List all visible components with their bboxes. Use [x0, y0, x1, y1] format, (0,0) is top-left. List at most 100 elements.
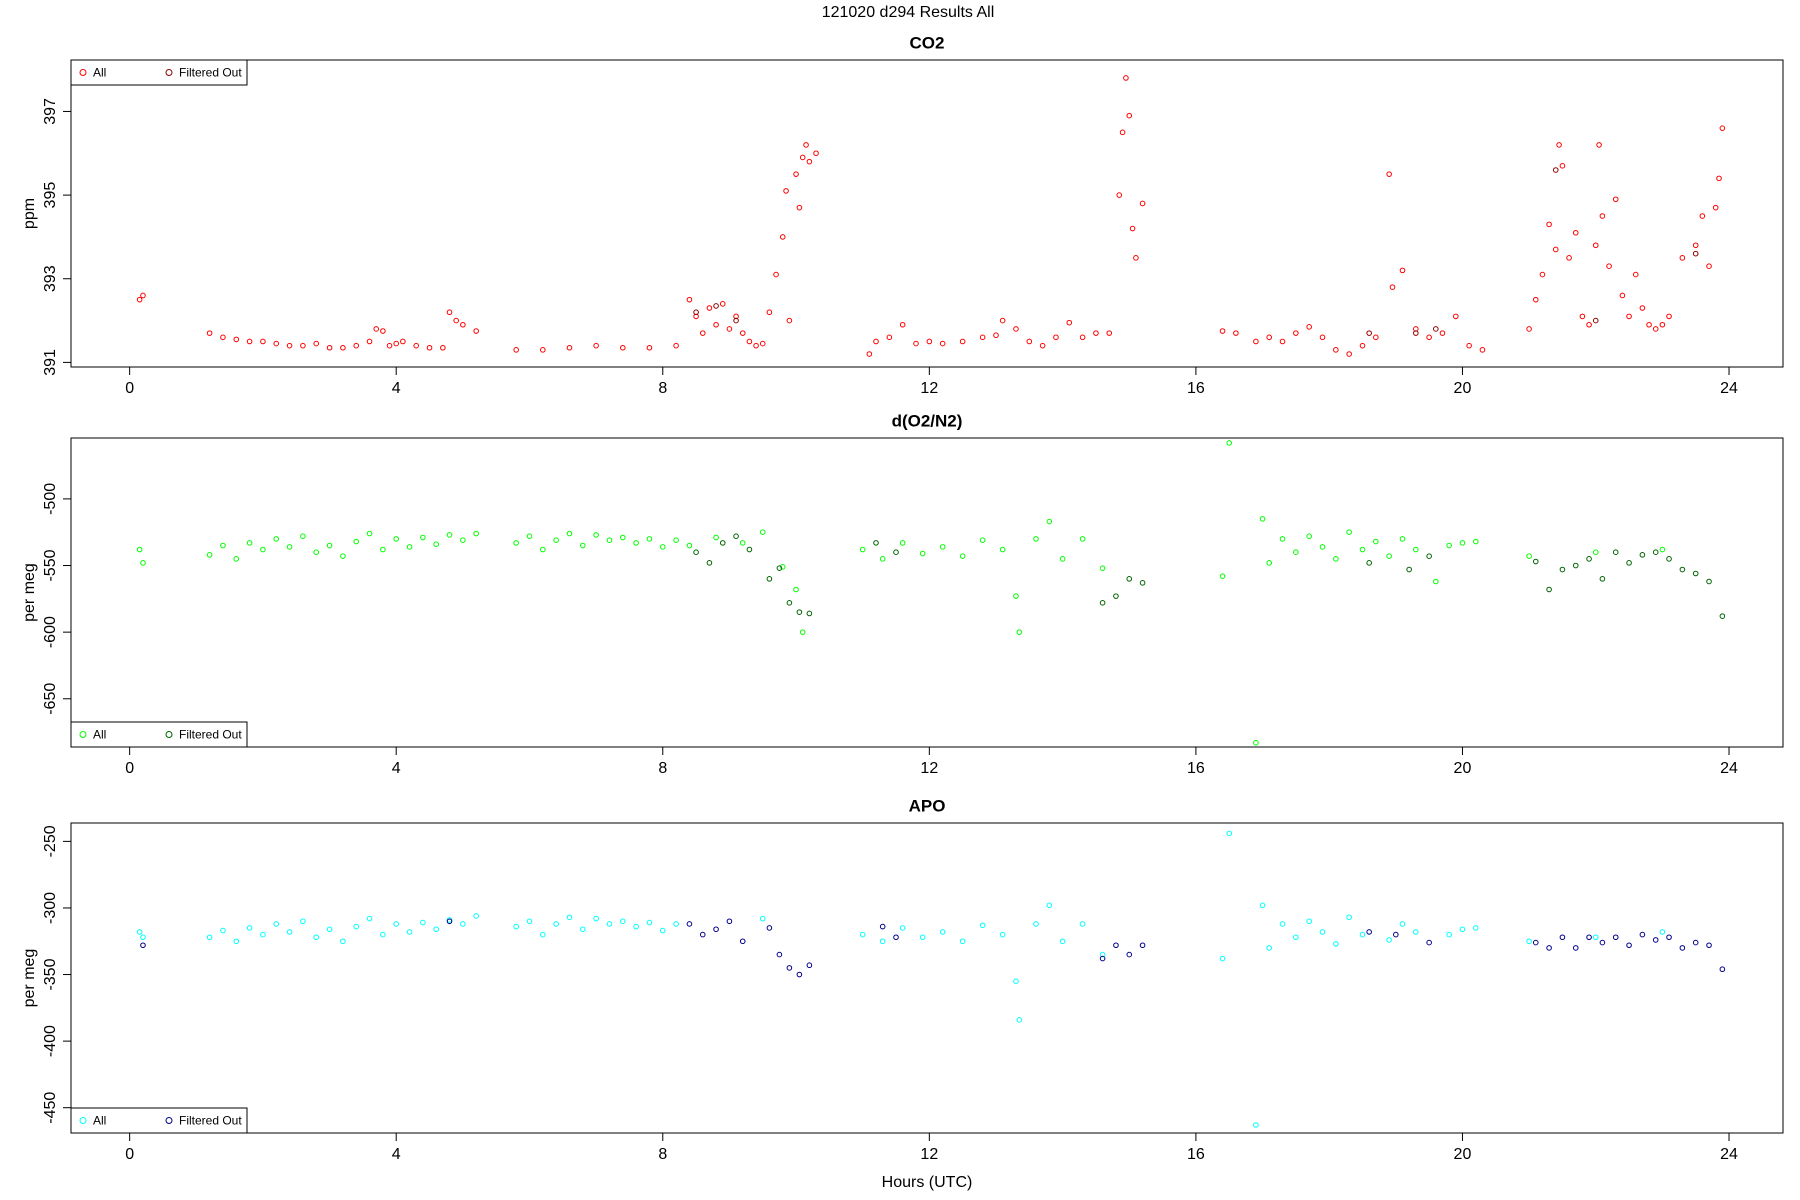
- point: [273, 340, 280, 347]
- point: [140, 934, 146, 941]
- point: [1666, 556, 1672, 562]
- point: [1279, 921, 1286, 927]
- point: [220, 334, 226, 341]
- point: [1126, 951, 1133, 958]
- point: [1333, 556, 1339, 562]
- legend-box: [70, 721, 248, 748]
- point: [340, 344, 346, 351]
- point: [246, 338, 253, 345]
- point: [1333, 941, 1339, 947]
- legend-marker: [79, 1117, 87, 1124]
- point: [893, 549, 899, 555]
- y-tick-label: -650: [42, 683, 59, 715]
- point: [759, 340, 766, 347]
- point: [1123, 75, 1129, 81]
- point: [1359, 342, 1366, 349]
- point: [380, 328, 386, 334]
- point: [899, 321, 906, 328]
- point: [580, 926, 586, 933]
- point: [206, 330, 213, 336]
- point: [1219, 573, 1226, 579]
- point: [859, 931, 866, 938]
- point: [1333, 347, 1339, 353]
- point: [1572, 945, 1579, 951]
- point: [1546, 221, 1552, 228]
- point: [1559, 163, 1566, 169]
- legend-marker: [79, 731, 87, 738]
- point: [1259, 902, 1266, 909]
- point: [1293, 330, 1299, 336]
- point: [606, 921, 613, 927]
- point: [1426, 553, 1432, 559]
- point: [1692, 250, 1699, 257]
- y-tick-label: -600: [42, 616, 59, 648]
- point: [939, 929, 946, 935]
- point: [1446, 542, 1452, 549]
- point: [1612, 934, 1619, 941]
- point: [646, 536, 653, 542]
- point: [1093, 330, 1099, 336]
- x-axis-label: Hours (UTC): [882, 1174, 973, 1191]
- point: [1413, 546, 1419, 553]
- y-tick-label: 395: [42, 182, 59, 209]
- point: [646, 344, 653, 351]
- point: [796, 971, 803, 978]
- y-tick-label: -300: [42, 892, 59, 924]
- point: [1472, 538, 1479, 545]
- legend-box: [70, 1107, 248, 1134]
- point: [426, 344, 433, 351]
- point: [593, 915, 599, 922]
- point: [1626, 560, 1632, 566]
- point: [300, 342, 306, 349]
- point: [893, 934, 899, 941]
- point: [1659, 929, 1666, 935]
- point: [1126, 112, 1133, 119]
- point: [806, 962, 813, 969]
- point: [140, 942, 146, 949]
- point: [766, 309, 773, 316]
- point: [1319, 334, 1326, 341]
- point: [1619, 292, 1626, 299]
- y-axis-label: ppm: [21, 198, 38, 229]
- point: [1386, 171, 1392, 177]
- point: [739, 540, 746, 546]
- point: [1592, 549, 1599, 555]
- point: [1452, 313, 1459, 320]
- point: [393, 536, 400, 542]
- point: [313, 549, 320, 555]
- point: [1219, 955, 1226, 962]
- x-tick-label: 0: [125, 760, 134, 777]
- point: [366, 915, 373, 922]
- point: [513, 540, 519, 546]
- point: [233, 556, 240, 562]
- point: [699, 931, 706, 938]
- point: [806, 610, 813, 617]
- point: [1013, 978, 1019, 984]
- point: [1626, 942, 1632, 949]
- point: [1426, 334, 1432, 341]
- point: [733, 317, 739, 324]
- point: [1099, 955, 1106, 962]
- point: [1606, 263, 1612, 270]
- point: [1099, 600, 1106, 606]
- point: [1459, 540, 1466, 546]
- point: [1679, 255, 1686, 261]
- legend-label: Filtered Out: [179, 1114, 242, 1128]
- point: [566, 914, 573, 921]
- point: [260, 546, 266, 553]
- point: [300, 918, 306, 925]
- point: [693, 549, 699, 555]
- point: [326, 344, 333, 351]
- point: [1426, 939, 1432, 946]
- legend-marker: [79, 69, 87, 76]
- point: [1319, 929, 1326, 935]
- point: [1479, 347, 1486, 353]
- point: [566, 344, 573, 351]
- point: [526, 533, 533, 540]
- x-tick-label: 24: [1720, 380, 1738, 397]
- point: [1039, 342, 1046, 349]
- point: [540, 931, 546, 938]
- y-tick-label: -400: [42, 1025, 59, 1057]
- point: [206, 934, 213, 941]
- point: [380, 931, 386, 938]
